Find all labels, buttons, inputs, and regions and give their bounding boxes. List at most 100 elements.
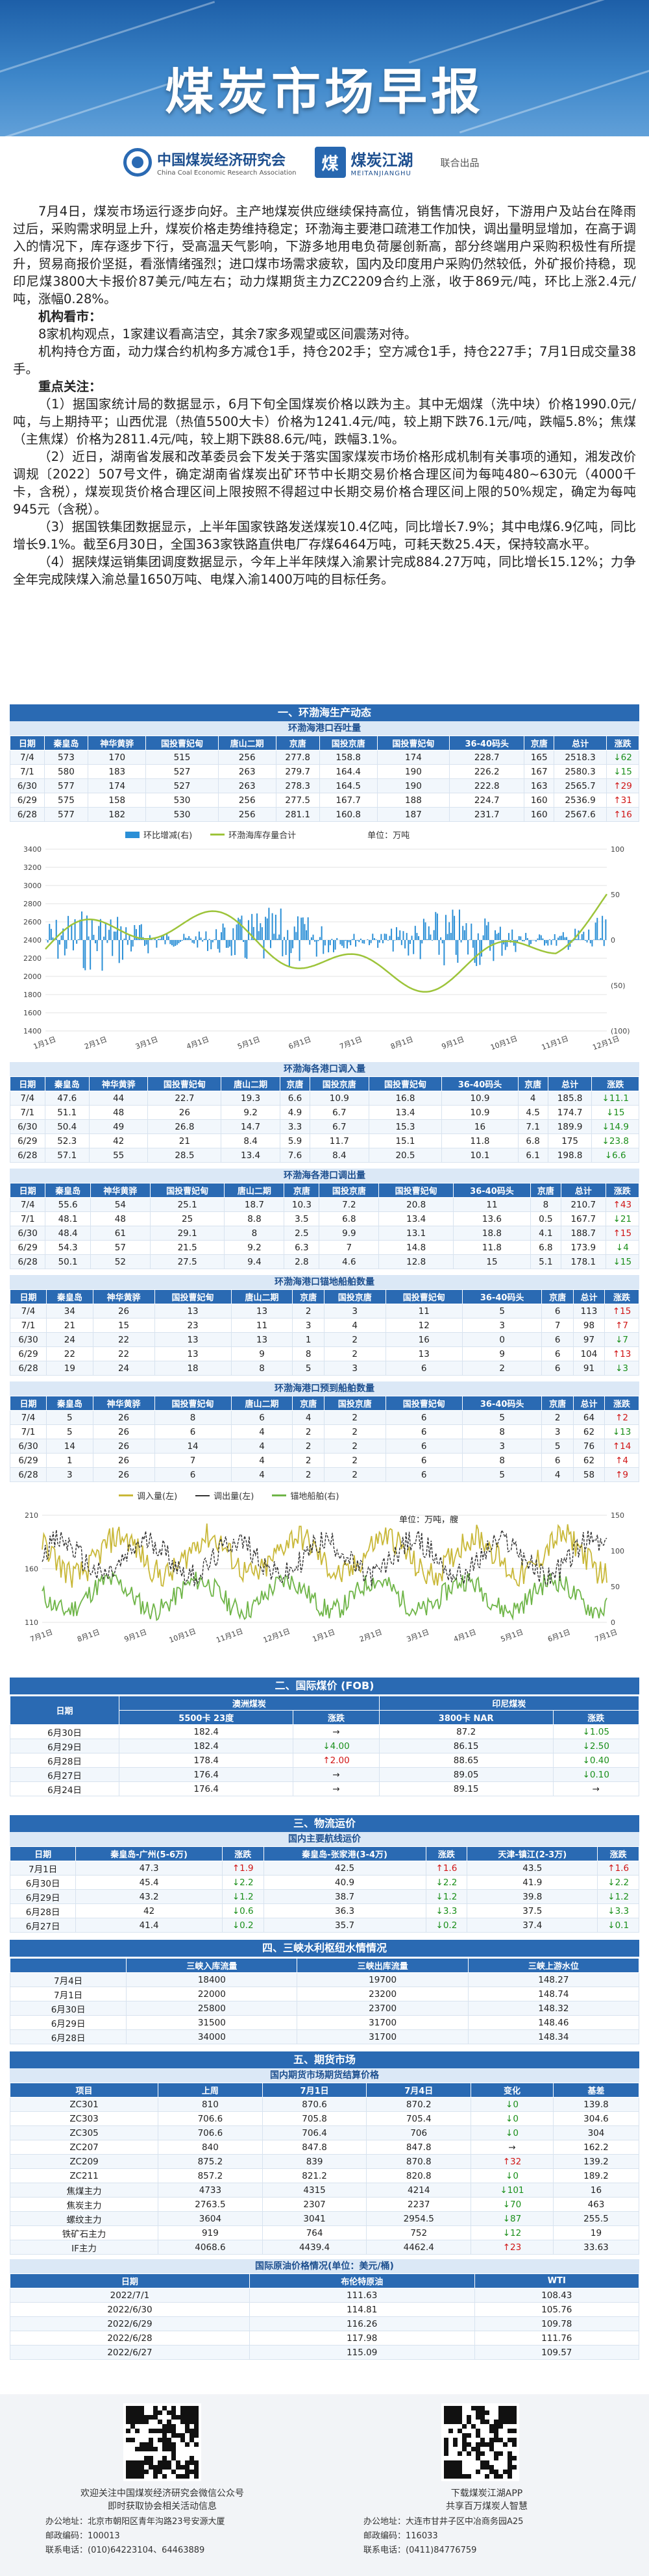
three-gorges-header: [9, 1958, 127, 1973]
planned-cell: ↑4: [604, 1453, 639, 1468]
planned-header: 京唐: [292, 1396, 324, 1411]
focus-item-2: （2）近日，湖南省发展和改革委员会下发关于落实国家煤炭市场价格形成机制有关事项的…: [13, 449, 636, 517]
y2-tick-label: 50: [611, 1583, 620, 1591]
planned-cell: 6: [385, 1410, 463, 1425]
outflow-cell: 7.2: [319, 1197, 380, 1212]
inflow-cell: 49: [88, 1119, 149, 1134]
anchor-cell: 2: [323, 1346, 386, 1361]
change-bar: [530, 940, 532, 945]
co-publish-label: 联合出品: [440, 156, 480, 169]
freight-cell: 41.9: [467, 1875, 598, 1890]
throughput-cell: 190: [376, 764, 450, 779]
change-bar: [315, 940, 317, 957]
planned-cell: ↑14: [604, 1439, 639, 1454]
change-bar: [508, 933, 509, 940]
change-bar: [130, 940, 132, 952]
planned-cell: 2: [323, 1424, 386, 1439]
change-bar: [55, 919, 57, 940]
change-bar: [103, 936, 105, 940]
change-bar: [110, 919, 112, 940]
inflow-cell: ↓14.9: [591, 1119, 639, 1134]
futures-cell: 870.8: [366, 2154, 472, 2169]
anchor-cell: 26: [92, 1304, 155, 1319]
planned-cell: 2: [323, 1410, 386, 1425]
planned-cell: 2: [323, 1467, 386, 1482]
ccera-qr-code-icon[interactable]: [123, 2403, 201, 2481]
change-bar: [241, 915, 243, 940]
inflow-cell: 15.3: [368, 1119, 443, 1134]
throughput-cell: 277.8: [275, 750, 320, 765]
change-bar: [290, 940, 292, 954]
three-gorges-cell: 148.74: [467, 1987, 640, 2001]
planned-table: 日期 秦皇岛 神华黄骅 国投曹妃甸 唐山二期 京唐 国投京唐 国投曹妃甸 36-40码头 京唐 总计…: [9, 1396, 639, 1482]
anchor-cell: 24: [92, 1361, 155, 1376]
x-tick-label: 5月1日: [236, 1035, 261, 1051]
meitanjianghu-qr-code-icon[interactable]: [441, 2403, 519, 2481]
freight-header: 涨跌: [597, 1846, 639, 1861]
intl-row: 6月24日 176.4 → 89.15 →: [9, 1781, 640, 1796]
planned-cell: 6: [385, 1467, 463, 1482]
y-tick-label: 110: [25, 1618, 38, 1627]
intl-cell: →: [552, 1781, 640, 1796]
intl-cell: 178.4: [119, 1753, 294, 1768]
x-tick-label: 4月1日: [186, 1035, 210, 1051]
freight-cell: ↓1.2: [597, 1889, 639, 1904]
change-bar: [528, 940, 530, 946]
change-bar: [419, 940, 421, 960]
change-bar: [409, 940, 411, 945]
change-bar: [329, 940, 331, 945]
inflow-header: 京唐: [279, 1076, 311, 1091]
outflow-cell: 48: [90, 1211, 151, 1226]
anchor-cell: 23: [154, 1318, 232, 1333]
anchor-cell: 6: [541, 1304, 574, 1319]
inflow-cell: 22.7: [147, 1091, 222, 1106]
change-bar: [343, 940, 345, 948]
change-bar: [82, 940, 84, 969]
change-bar: [64, 940, 66, 956]
anchor-header: 国投曹妃甸: [154, 1289, 232, 1304]
x-tick-label: 7月1日: [29, 1628, 54, 1644]
crude-row: 2022/6/30 114.81 105.76: [10, 2302, 640, 2317]
anchor-cell: 13: [154, 1304, 232, 1319]
outflow-row: 6/29 54.3 57 21.5 9.2 6.3 7 14.8 11.8 6.8 173.9 ↓4: [9, 1240, 640, 1255]
futures-header: 基差: [552, 2083, 640, 2098]
anchor-cell: 7/1: [9, 1318, 47, 1333]
inflow-cell: 5.9: [279, 1133, 311, 1148]
outflow-cell: 48.1: [45, 1211, 91, 1226]
anchor-cell: 5: [461, 1304, 543, 1319]
outflow-header: 国投京唐: [319, 1183, 380, 1198]
change-bar: [47, 940, 49, 943]
outflow-header: 涨跌: [605, 1183, 640, 1198]
change-bar: [86, 915, 88, 940]
futures-table: 项目 上周 7月1日 7月4日 变化 基差 ZC301 810 870.6 870.2 ↓0 139.…: [9, 2083, 640, 2255]
brand-name-en: MEITANJIANGHU: [350, 170, 411, 177]
change-bar: [106, 940, 108, 943]
report-title: 煤炭市场早报: [165, 63, 484, 121]
anchor-cell: 24: [46, 1332, 93, 1347]
change-bar: [481, 940, 483, 957]
change-bar: [112, 940, 114, 956]
change-bar: [127, 940, 129, 945]
outflow-cell: 4.6: [319, 1254, 380, 1269]
flow-chart-unit: 单位：万吨，艘: [399, 1515, 459, 1525]
outflow-cell: 27.5: [149, 1254, 225, 1269]
throughput-header: 京唐: [524, 736, 554, 750]
inflow-cell: 7.1: [517, 1119, 548, 1134]
change-bar: [149, 935, 151, 940]
change-bar: [90, 940, 92, 970]
planned-row: 7/4 5 26 8 6 4 2 6 5 2 64 ↑2: [9, 1410, 639, 1425]
change-bar: [52, 937, 54, 940]
change-bar: [74, 919, 76, 940]
y-tick-label: 2600: [23, 918, 42, 926]
change-bar: [234, 940, 236, 956]
intl-cell: ↓4.00: [293, 1739, 380, 1753]
y-tick-label: 2200: [23, 954, 42, 963]
change-bar: [557, 937, 559, 940]
outflow-cell: 6.8: [319, 1211, 380, 1226]
outflow-cell: 25.1: [149, 1197, 225, 1212]
futures-cell: 4733: [158, 2183, 263, 2198]
freight-cell: 40.9: [263, 1875, 426, 1890]
planned-cell: 2: [292, 1453, 324, 1468]
y2-tick-label: 100: [611, 845, 624, 854]
throughput-cell: 2518.3: [553, 750, 607, 765]
